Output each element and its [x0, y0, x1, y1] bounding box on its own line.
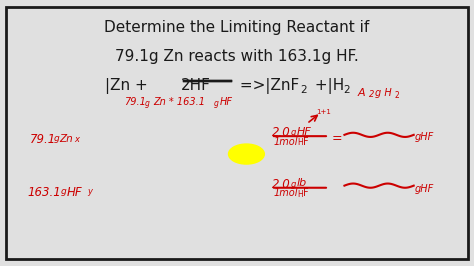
Text: F: F [303, 188, 309, 198]
Text: A: A [357, 88, 365, 98]
Text: g: g [60, 187, 66, 196]
Text: 1mol: 1mol [274, 188, 298, 198]
Text: g: g [291, 180, 297, 189]
Text: 1mol: 1mol [274, 137, 298, 147]
Text: HF: HF [66, 186, 82, 199]
Text: 79.1: 79.1 [30, 133, 56, 146]
Text: H: H [297, 190, 303, 199]
Text: y: y [88, 188, 92, 197]
Text: g H: g H [375, 88, 392, 98]
Text: F: F [303, 137, 309, 147]
Text: x: x [74, 135, 80, 144]
Text: 2: 2 [369, 90, 374, 99]
Text: H: H [297, 138, 303, 147]
Text: 2HF: 2HF [181, 78, 210, 93]
Text: 2: 2 [395, 91, 400, 100]
Text: 163.1: 163.1 [27, 186, 61, 199]
Text: HF: HF [297, 127, 311, 137]
Text: =>|ZnF: =>|ZnF [235, 78, 299, 94]
Text: 1+1: 1+1 [316, 109, 331, 115]
Text: lb: lb [297, 178, 307, 188]
Text: 2.0: 2.0 [273, 126, 291, 139]
Circle shape [228, 144, 264, 164]
Text: g: g [53, 134, 59, 143]
Text: g: g [291, 128, 297, 137]
Text: +|H: +|H [310, 78, 344, 94]
Text: HF: HF [219, 97, 233, 107]
Text: gHF: gHF [415, 132, 434, 142]
Text: 79.1: 79.1 [124, 97, 146, 107]
Text: 79.1g Zn reacts with 163.1g HF.: 79.1g Zn reacts with 163.1g HF. [115, 49, 359, 64]
Text: |Zn +: |Zn + [105, 78, 153, 94]
Text: gHF: gHF [415, 184, 434, 194]
Text: g: g [145, 99, 150, 108]
Text: =: = [331, 132, 342, 145]
Text: 2: 2 [301, 85, 307, 95]
Text: 2.0: 2.0 [273, 178, 291, 191]
Text: Zn * 163.1: Zn * 163.1 [153, 97, 205, 107]
Text: Determine the Limiting Reactant if: Determine the Limiting Reactant if [104, 20, 370, 35]
Text: 2: 2 [344, 85, 350, 95]
Text: Zn: Zn [59, 134, 73, 144]
Text: g: g [213, 99, 219, 108]
